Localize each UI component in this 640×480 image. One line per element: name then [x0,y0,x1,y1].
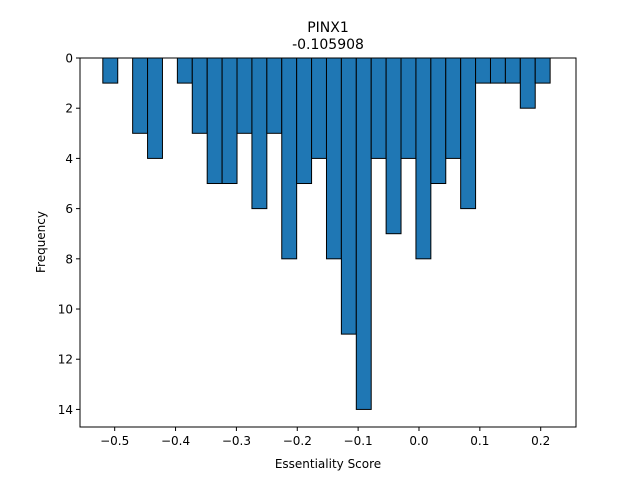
x-tick-label: −0.5 [100,434,129,448]
y-tick-label: 6 [65,202,73,216]
histogram-bar [475,57,491,84]
histogram-bar [176,57,193,84]
x-tick-label: −0.1 [344,434,373,448]
x-axis-label: Essentiality Score [275,457,381,471]
histogram-bar [311,57,327,159]
y-axis-ticks: 0 2 4 6 8 10 12 14 [58,52,80,417]
histogram-bar [296,57,313,185]
histogram-bar [191,57,208,134]
histogram-bar [460,57,477,210]
x-tick-label: −0.4 [161,434,190,448]
x-tick-label: 0.2 [531,434,550,448]
histogram-bar [355,57,372,410]
histogram-bar [430,57,447,185]
y-tick-label: 14 [58,403,73,417]
x-tick-label: −0.3 [222,434,251,448]
histogram-bar [236,57,253,134]
histogram-bar [251,57,268,210]
y-tick-label: 0 [65,52,73,66]
histogram-bar [489,57,506,84]
plot-frame [79,57,577,428]
x-tick-label: 0.0 [409,434,428,448]
histogram-bar [147,57,163,159]
histogram-bar [534,57,551,84]
y-tick-label: 10 [58,303,73,317]
histogram-bar [325,57,342,260]
histogram-bar [206,57,223,185]
histogram-bar [519,57,536,109]
x-tick-label: 0.1 [470,434,489,448]
histogram-bar [400,57,417,159]
y-tick-label: 8 [65,252,73,266]
bars-group [102,57,551,410]
histogram-bar [266,57,283,134]
y-tick-label: 12 [58,353,73,367]
y-axis-label: Frequency [34,211,48,273]
histogram-bar [281,57,298,260]
histogram-bar [504,57,521,84]
histogram-bar [385,57,402,235]
chart-title: PINX1 [307,20,349,36]
chart-subtitle: -0.105908 [292,37,364,53]
y-tick-label: 4 [65,152,73,166]
histogram-bar [132,57,149,134]
x-tick-label: −0.2 [283,434,312,448]
histogram-bar [415,57,432,260]
histogram-bar [102,57,119,84]
x-axis-ticks: −0.5 −0.4 −0.3 −0.2 −0.1 0.0 0.1 0.2 [100,427,550,448]
y-tick-label: 2 [65,102,73,116]
histogram-bar [445,57,462,159]
histogram-bar [340,57,357,335]
histogram-bar [221,57,238,185]
histogram-bar [370,57,387,159]
